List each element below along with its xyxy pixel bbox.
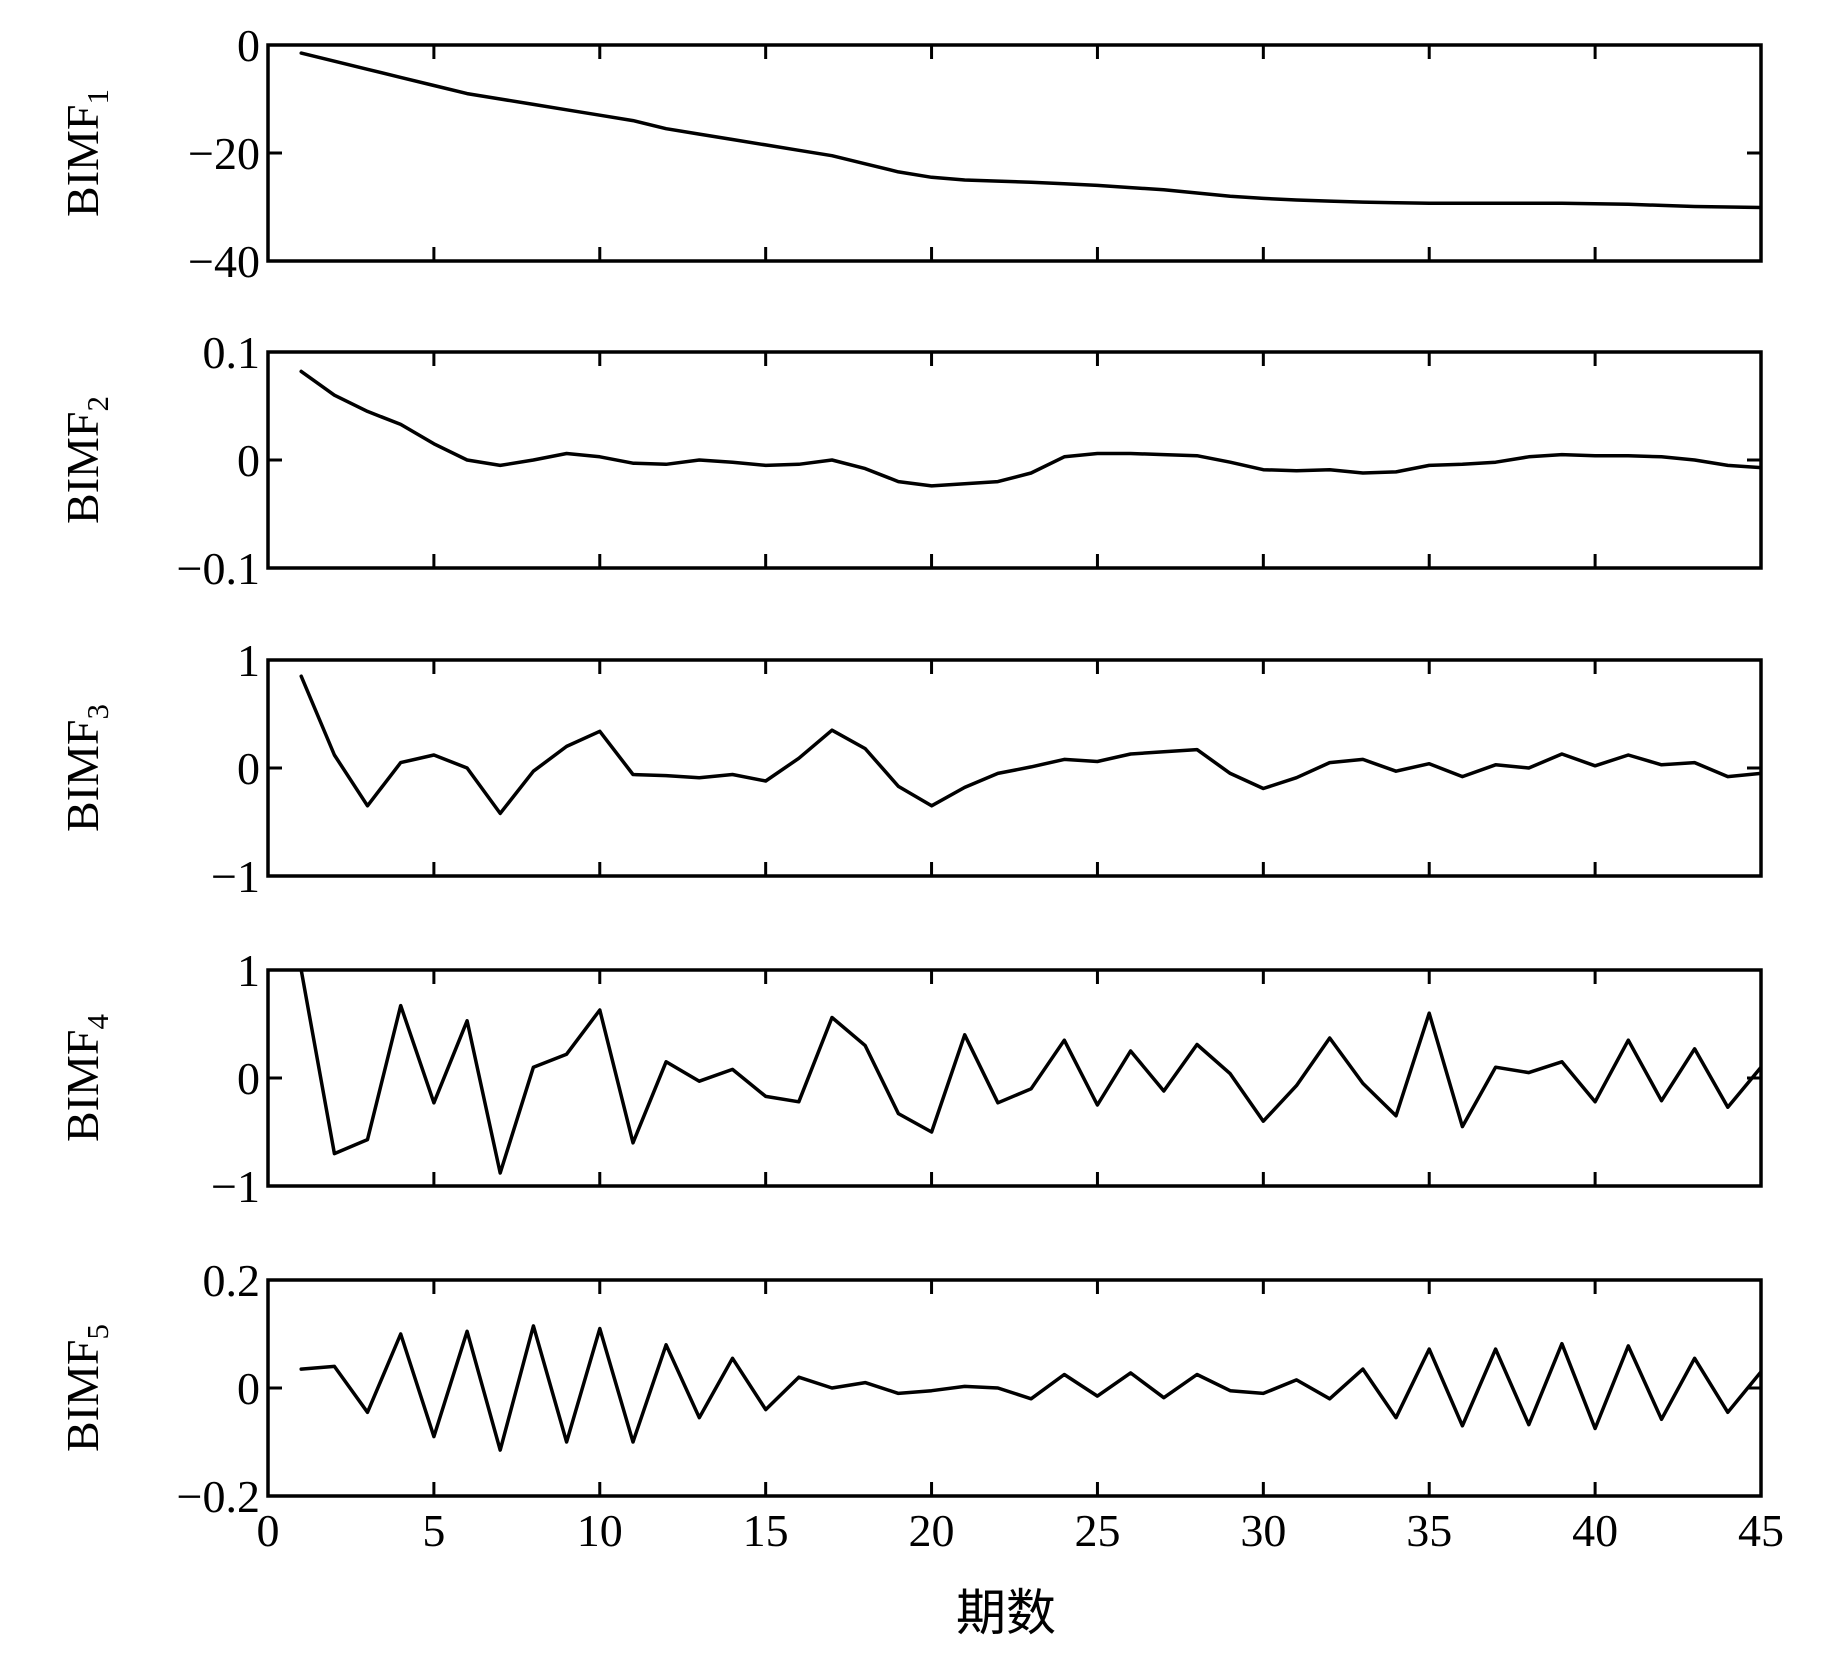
y-tick-label: −1: [211, 1161, 260, 1212]
x-tick-label: 35: [1406, 1505, 1452, 1556]
panel-bimf3: −1 0 1 BIMF3: [57, 635, 1763, 902]
y-axis-label-main: BIMF: [57, 105, 108, 217]
plot-frame: [266, 43, 1763, 263]
x-tick-label: 40: [1572, 1505, 1618, 1556]
panels: −40−200BIMF1−0.100.1BIMF2−101BIMF3−101BI…: [57, 20, 1784, 1556]
series-line: [299, 970, 1761, 1175]
x-axis-label: 期数: [956, 1584, 1056, 1642]
y-tick-label: −40: [188, 236, 260, 287]
y-tick-label: 0: [237, 1363, 260, 1414]
series-line: [299, 369, 1761, 488]
y-tick-label: 1: [237, 635, 260, 686]
y-axis-label-main: BIMF: [57, 1340, 108, 1452]
y-axis-label-main: BIMF: [57, 1030, 108, 1142]
series-line: [299, 674, 1761, 816]
y-tick-label: −20: [188, 128, 260, 179]
y-tick-label: 0: [237, 743, 260, 794]
series-line: [299, 1324, 1761, 1452]
y-tick-label: 0.2: [203, 1255, 261, 1306]
y-axis-label: BIMF4: [57, 1014, 115, 1142]
x-tick-label: 30: [1240, 1505, 1286, 1556]
y-axis-label: BIMF2: [57, 396, 115, 524]
plot-frame: [266, 1278, 1763, 1498]
plot-frame: [266, 968, 1763, 1188]
x-tick-label: 10: [577, 1505, 623, 1556]
x-tick-label: 0: [257, 1505, 280, 1556]
y-tick-label: 0: [237, 1053, 260, 1104]
y-axis-label-subscript: 1: [80, 89, 115, 105]
y-axis-label-subscript: 3: [80, 704, 115, 720]
y-axis-label: BIMF1: [57, 89, 115, 217]
y-axis-label: BIMF3: [57, 704, 115, 832]
panel-bimf1: −40 −20 0 BIMF1: [57, 20, 1763, 287]
y-tick-label: −0.1: [177, 543, 260, 594]
series-line: [299, 51, 1761, 210]
y-axis-label-subscript: 4: [80, 1014, 115, 1030]
x-tick-label: 5: [422, 1505, 445, 1556]
plot-frame: [266, 350, 1763, 570]
panel-bimf2: −0.1 0 0.1 BIMF2: [57, 327, 1763, 594]
y-axis-label-main: BIMF: [57, 720, 108, 832]
panel-bimf4: −1 0 1 BIMF4: [57, 945, 1763, 1212]
plot-frame: [266, 658, 1763, 878]
y-axis-label-main: BIMF: [57, 412, 108, 524]
y-tick-label: 1: [237, 945, 260, 996]
y-axis-label-subscript: 5: [80, 1324, 115, 1340]
x-tick-label: 45: [1738, 1505, 1784, 1556]
y-tick-label: −0.2: [177, 1471, 260, 1522]
x-tick-label: 25: [1074, 1505, 1120, 1556]
y-tick-label: −1: [211, 851, 260, 902]
y-tick-label: 0: [237, 435, 260, 486]
x-tick-label: 15: [743, 1505, 789, 1556]
y-axis-label-subscript: 2: [80, 396, 115, 412]
y-tick-label: 0.1: [203, 327, 261, 378]
y-axis-label: BIMF5: [57, 1324, 115, 1452]
x-tick-label: 20: [909, 1505, 955, 1556]
y-tick-label: 0: [237, 20, 260, 71]
